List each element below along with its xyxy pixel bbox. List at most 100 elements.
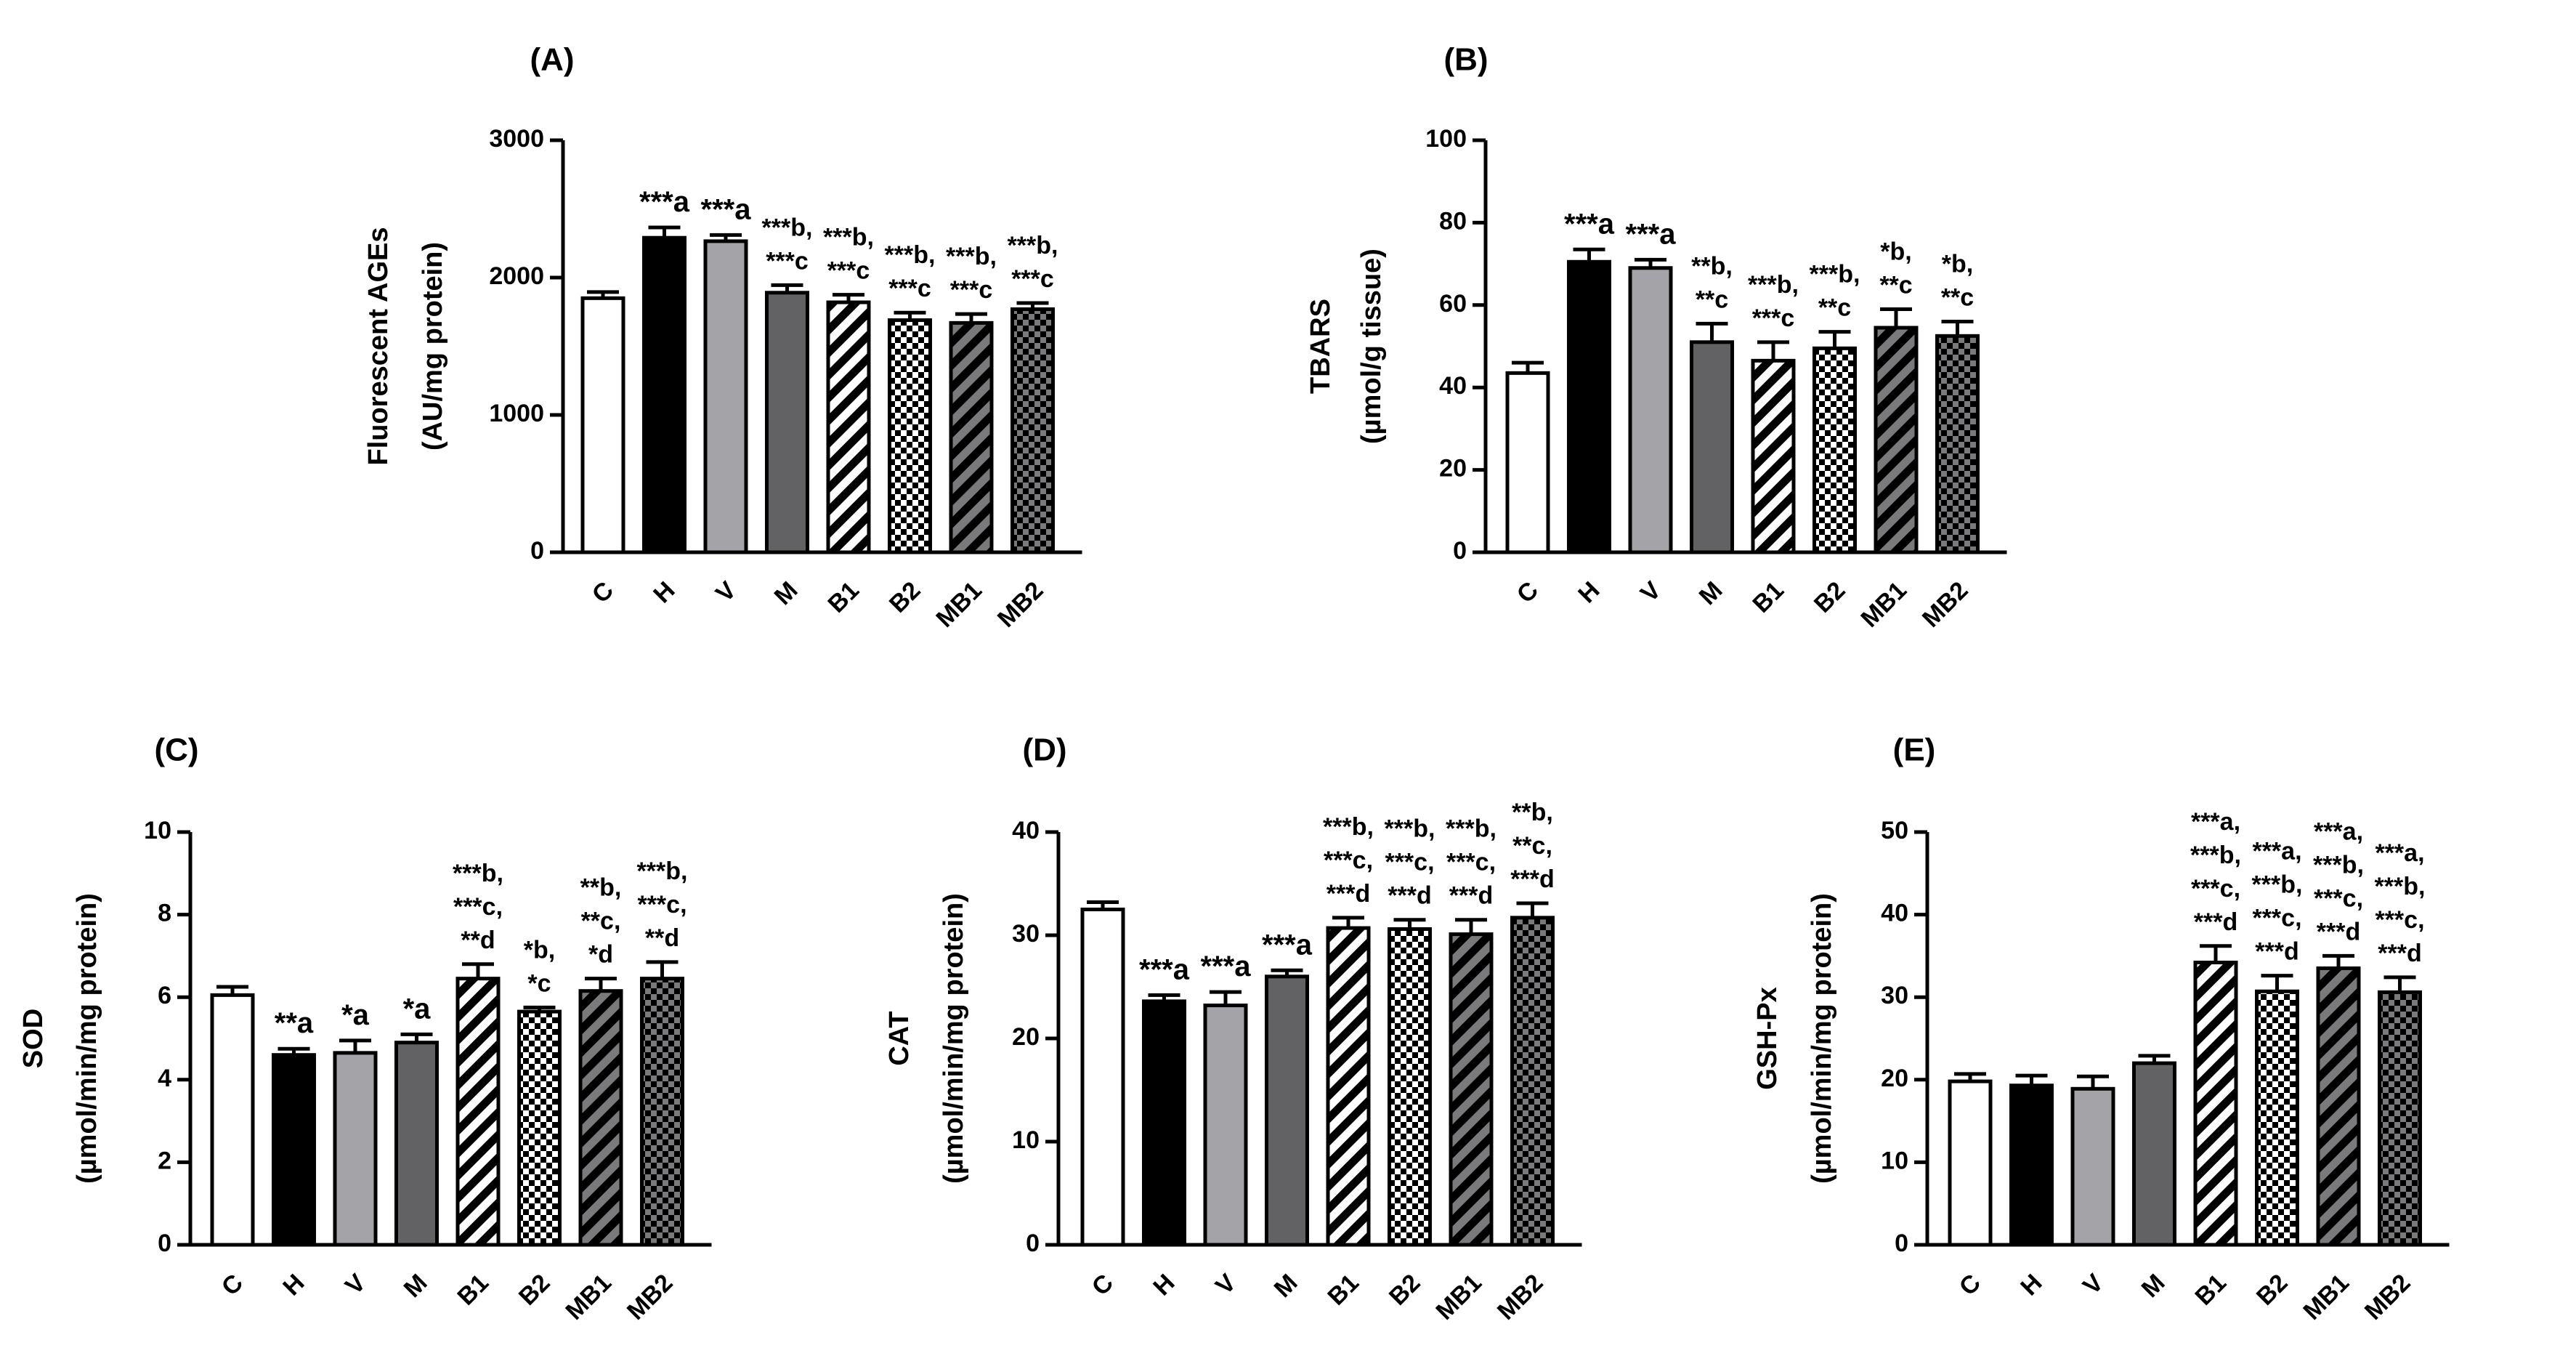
- bar-c: [1948, 1079, 1993, 1247]
- x-tick-label: MB2: [992, 576, 1049, 633]
- x-tick-label: B2: [1384, 1269, 1426, 1311]
- bar-mb1: [1874, 326, 1919, 554]
- x-tick-label: C: [1087, 1269, 1119, 1301]
- significance-label: ***d: [1327, 880, 1370, 908]
- x-tick-label: MB2: [2360, 1269, 2416, 1325]
- bar-b1: [1326, 926, 1371, 1247]
- bar-v: [1628, 266, 1673, 554]
- significance-label: ***c,: [453, 893, 503, 921]
- panel-label: (B): [1443, 42, 1488, 78]
- y-axis-title: (µmol/min/mg protein): [1807, 893, 1837, 1184]
- y-tick-label: 50: [1881, 817, 1908, 844]
- y-tick-label: 0: [1026, 1230, 1040, 1257]
- bar-v: [333, 1051, 378, 1247]
- significance-label: ***b,: [2252, 871, 2303, 899]
- significance-label: ***b,: [1748, 271, 1799, 299]
- x-tick-label: V: [1635, 576, 1666, 608]
- bar-mb2: [1010, 307, 1055, 554]
- significance-label: ***a,: [2191, 808, 2240, 836]
- x-tick-label: B1: [1322, 1269, 1364, 1311]
- x-tick-label: MB2: [622, 1269, 679, 1325]
- y-tick-label: 10: [1881, 1147, 1908, 1174]
- x-tick-label: B1: [1747, 576, 1789, 618]
- significance-label: **c: [1941, 283, 1974, 311]
- x-tick-label: M: [1694, 576, 1728, 610]
- significance-label: ***a: [1139, 953, 1190, 985]
- x-tick-label: H: [1148, 1269, 1180, 1301]
- significance-label: ***a,: [2314, 818, 2363, 845]
- chart-panel-c: (C) 0 2 4 6 8 10 SOD (µmol/min/mg protein) C H **a V…: [18, 732, 712, 1325]
- significance-label: ***a: [1262, 929, 1313, 961]
- x-tick-label: V: [2078, 1269, 2109, 1300]
- significance-label: ***c: [950, 276, 993, 304]
- significance-label: ***b,: [1385, 815, 1435, 843]
- bar-h: [1567, 259, 1611, 554]
- bar-v: [1203, 1004, 1248, 1247]
- significance-label: ***d: [1510, 865, 1554, 893]
- bar-b1: [1751, 358, 1796, 554]
- bar-mb2: [1935, 334, 1980, 554]
- x-tick-label: V: [710, 576, 742, 608]
- significance-label: ***b,: [637, 857, 688, 885]
- chart-panel-b: (B) 0 20 40 60 80 100 TBARS (µmol/g tissue) C H ***…: [1305, 42, 2007, 633]
- y-tick-label: 3000: [489, 125, 544, 153]
- y-tick-label: 30: [1881, 982, 1908, 1009]
- bar-b2: [2255, 989, 2299, 1247]
- bar-c: [1505, 371, 1550, 554]
- y-tick-label: 2: [158, 1147, 171, 1174]
- bar-b2: [888, 318, 932, 554]
- y-tick-label: 2000: [489, 262, 544, 290]
- significance-label: **c,: [1512, 832, 1552, 860]
- y-axis-title: (µmol/g tissue): [1356, 249, 1387, 444]
- y-tick-label: 0: [158, 1230, 171, 1257]
- bar-mb1: [949, 320, 994, 554]
- significance-label: ***c,: [1324, 847, 1373, 874]
- x-tick-label: B2: [884, 576, 926, 618]
- significance-label: *b,: [524, 936, 555, 964]
- bar-b1: [455, 977, 501, 1247]
- bar-c: [580, 296, 625, 554]
- significance-label: ***c,: [2375, 906, 2424, 934]
- significance-label: ***c: [1011, 265, 1054, 293]
- bar-b2: [517, 1009, 562, 1247]
- x-tick-label: H: [648, 576, 680, 608]
- significance-label: ***c,: [2191, 875, 2240, 903]
- panel-label: (E): [1893, 732, 1936, 768]
- bar-b1: [826, 300, 871, 554]
- chart-panel-a: (A) 0 1000 2000 3000 Fluorescent AGEs (AU/mg p…: [363, 42, 1082, 633]
- y-tick-label: 40: [1012, 817, 1040, 844]
- x-tick-label: B1: [822, 576, 864, 618]
- significance-label: ***c: [888, 275, 931, 302]
- x-tick-label: M: [399, 1269, 433, 1303]
- significance-label: ***c,: [2252, 905, 2301, 932]
- bar-v: [2070, 1086, 2115, 1247]
- significance-label: **c,: [581, 908, 621, 935]
- bar-b2: [1812, 346, 1857, 554]
- chart-panel-d: (D) 0 10 20 30 40 CAT (µmol/min/mg protein) C H **…: [884, 732, 1582, 1325]
- x-tick-label: MB2: [1492, 1269, 1549, 1325]
- bar-h: [2009, 1083, 2054, 1247]
- significance-label: *b,: [1880, 238, 1911, 265]
- y-tick-label: 0: [530, 537, 544, 565]
- bar-mb2: [640, 977, 684, 1247]
- y-tick-label: 0: [1453, 537, 1467, 565]
- bar-c: [1080, 908, 1125, 1247]
- significance-label: ***b,: [453, 860, 503, 887]
- significance-label: ***a: [701, 193, 752, 225]
- panel-label: (C): [154, 732, 198, 768]
- bar-mb1: [578, 989, 623, 1247]
- significance-label: ***c: [766, 247, 809, 275]
- x-tick-label: C: [1954, 1269, 1986, 1301]
- y-axis-title: CAT: [884, 1011, 915, 1065]
- bar-m: [1690, 340, 1734, 554]
- panel-label: (D): [1022, 732, 1066, 768]
- y-tick-label: 10: [144, 817, 171, 844]
- significance-label: ***c,: [637, 891, 686, 919]
- significance-label: ***a,: [2375, 839, 2424, 867]
- significance-label: ***b,: [2190, 842, 2241, 869]
- significance-label: ***d: [1388, 882, 1431, 910]
- bar-mb1: [2316, 966, 2361, 1247]
- significance-label: **c: [1879, 271, 1912, 299]
- bar-m: [765, 291, 809, 554]
- x-tick-label: MB2: [1917, 576, 1974, 633]
